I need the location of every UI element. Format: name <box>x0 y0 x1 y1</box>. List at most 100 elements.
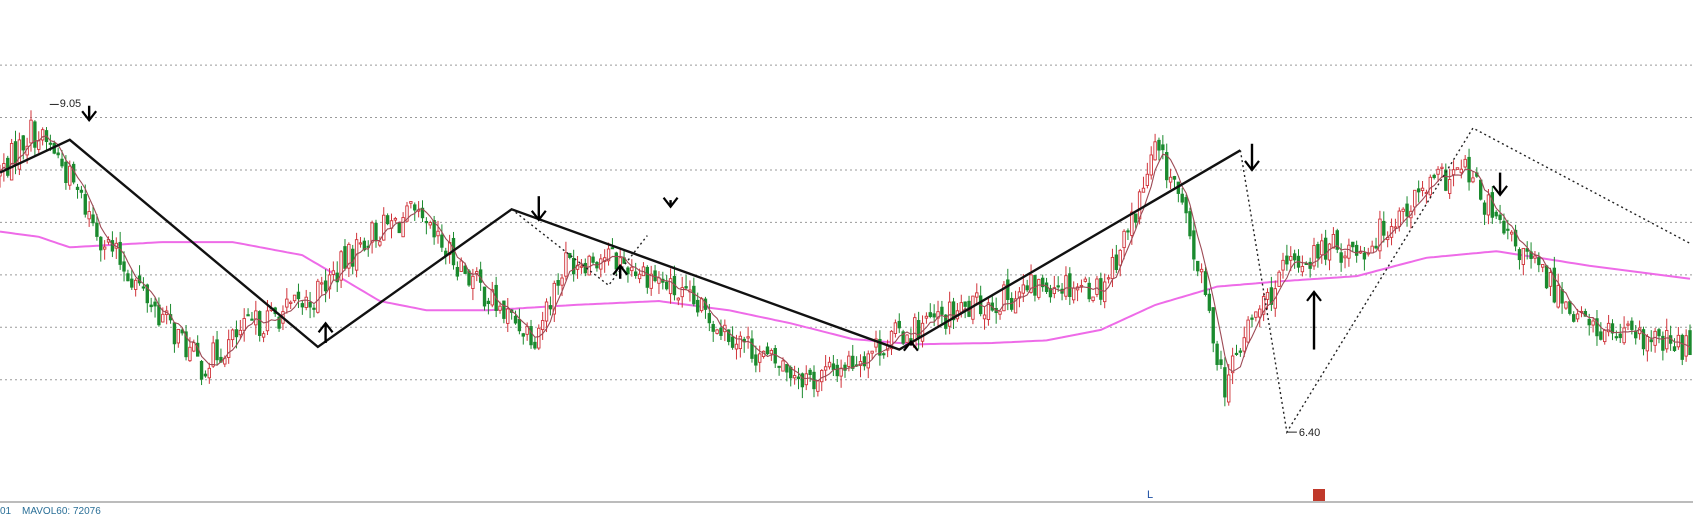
candle-up <box>866 353 870 369</box>
candle-down <box>1657 329 1661 337</box>
candle-down <box>99 236 103 251</box>
candle-up <box>29 119 33 144</box>
candle-up <box>870 350 874 354</box>
candle-down <box>1087 282 1091 300</box>
candle-down <box>1223 367 1227 398</box>
arrow-down-head-icon <box>662 196 679 209</box>
candle-up <box>409 201 413 204</box>
candle-down <box>1634 330 1638 339</box>
candle-up <box>261 333 266 338</box>
candle-down <box>1490 192 1495 218</box>
ma-long-path <box>0 230 1691 346</box>
candle-up <box>207 367 211 379</box>
candle-down <box>1114 254 1119 270</box>
dotted-trendline <box>511 208 648 287</box>
candle-down <box>141 286 146 289</box>
candle-down <box>1641 329 1646 350</box>
candle-up <box>289 301 293 304</box>
candle-up <box>393 217 398 221</box>
candle-up <box>1665 330 1669 350</box>
candle-up <box>188 346 192 362</box>
event-marker-icon[interactable] <box>1313 489 1325 501</box>
candle-up <box>1064 275 1068 297</box>
candle-up <box>1122 230 1126 249</box>
candle-down <box>665 281 669 290</box>
candle-down <box>1203 271 1208 295</box>
candle-down <box>502 300 506 319</box>
candle-up <box>1083 278 1088 282</box>
candle-down <box>645 266 650 288</box>
candle-down <box>1661 335 1665 351</box>
candle-up <box>823 366 828 371</box>
candle-down <box>1184 197 1188 214</box>
candle-up <box>102 246 107 250</box>
candle-down <box>583 262 587 274</box>
candle-down <box>203 373 208 377</box>
candle-up <box>238 329 243 336</box>
candle-down <box>831 363 836 370</box>
candle-down <box>246 314 250 317</box>
candle-up <box>471 275 475 289</box>
candle-down <box>696 299 700 313</box>
candle-up <box>327 274 332 290</box>
candle-up <box>893 322 898 334</box>
candle-down <box>440 234 444 248</box>
candle-down <box>432 220 436 238</box>
candle-down <box>385 215 390 225</box>
zigzag-trendlines <box>0 138 1241 351</box>
arrow-down-head-icon <box>1244 160 1260 172</box>
candle-up <box>17 139 22 170</box>
candle-down <box>1238 350 1243 353</box>
candle-up <box>9 143 14 181</box>
candle-up <box>827 361 832 368</box>
candle-up <box>316 280 320 313</box>
candle-down <box>351 248 355 267</box>
candle-up <box>1037 278 1041 298</box>
candle-up <box>1370 245 1374 254</box>
candle-down <box>1680 334 1684 360</box>
candle-down <box>878 338 882 356</box>
mavol60-label: MAVOL60: 72076 <box>22 506 101 516</box>
candle-up <box>1052 287 1056 294</box>
candle-down <box>79 189 84 193</box>
candle-up <box>1017 291 1022 299</box>
candle-down <box>1502 220 1506 234</box>
candle-down <box>901 331 905 344</box>
candle-up <box>1451 169 1456 176</box>
candle-down <box>1560 289 1564 304</box>
candle-down <box>1362 252 1367 260</box>
candle-down <box>1196 260 1200 272</box>
candle-up <box>1591 320 1595 326</box>
candle-up <box>1606 322 1611 333</box>
candle-up <box>161 313 165 323</box>
candle-down <box>250 318 254 321</box>
candle-up <box>211 342 215 367</box>
candle-down <box>1498 214 1502 220</box>
candle-up <box>1327 243 1332 261</box>
candle-down <box>707 313 712 324</box>
candle-up <box>552 282 556 315</box>
candle-up <box>320 282 324 285</box>
candle-up <box>606 248 611 262</box>
candle-down <box>1207 293 1212 311</box>
volume-prefix: 01 <box>0 506 12 516</box>
candle-up <box>905 334 909 343</box>
candle-down <box>300 303 305 308</box>
candle-down <box>1506 228 1510 231</box>
candle-up <box>1556 285 1560 308</box>
candle-up <box>537 327 541 349</box>
dotted-trendline <box>1239 127 1691 435</box>
candle-down <box>1335 230 1339 250</box>
candle-down <box>610 247 615 250</box>
candle-up <box>1676 334 1681 348</box>
candle-down <box>951 301 956 321</box>
candle-down <box>548 305 553 310</box>
candle-down <box>1068 273 1072 298</box>
candle-down <box>1599 331 1603 340</box>
candle-down <box>521 333 525 337</box>
candle-down <box>754 354 758 366</box>
candle-down <box>1568 301 1572 314</box>
candle-up <box>401 217 405 238</box>
candle-down <box>1323 237 1328 260</box>
